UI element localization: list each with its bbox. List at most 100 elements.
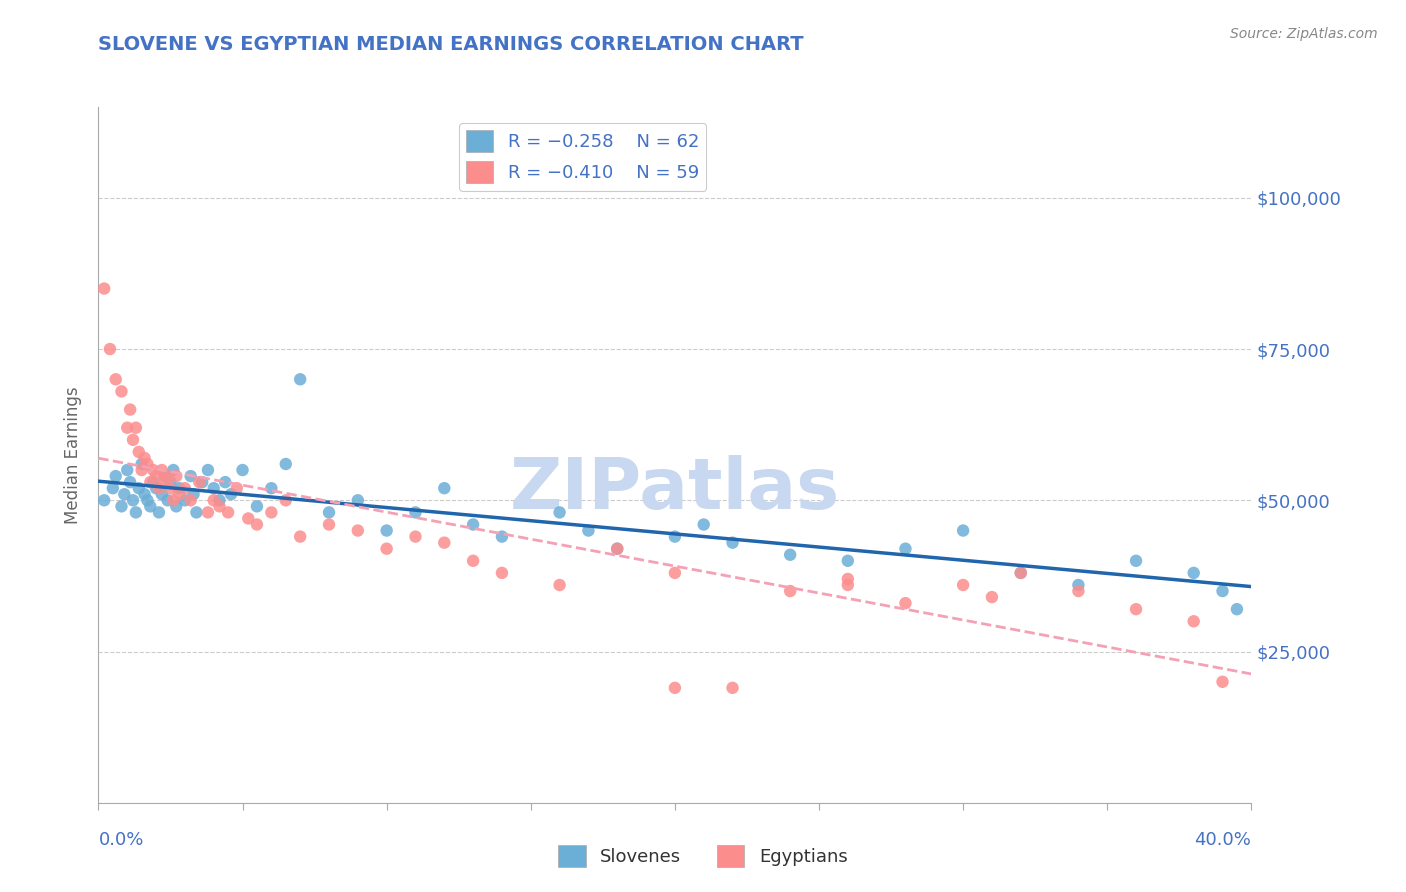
Point <box>1067 578 1090 592</box>
Point <box>131 457 153 471</box>
Point <box>174 481 197 495</box>
Point <box>1067 584 1090 599</box>
Point <box>125 420 148 434</box>
Point <box>433 481 456 495</box>
Point <box>346 524 368 538</box>
Point <box>134 450 156 465</box>
Point <box>219 487 242 501</box>
Point <box>150 487 173 501</box>
Point <box>1212 584 1234 599</box>
Point <box>981 590 1004 604</box>
Point <box>375 524 398 538</box>
Point <box>1182 566 1205 580</box>
Point <box>167 487 190 501</box>
Point <box>1010 566 1032 580</box>
Point <box>167 481 190 495</box>
Point <box>186 505 208 519</box>
Point <box>112 487 135 501</box>
Point <box>491 566 513 580</box>
Point <box>274 457 297 471</box>
Point <box>405 530 427 544</box>
Point <box>180 469 202 483</box>
Point <box>208 500 231 514</box>
Text: Source: ZipAtlas.com: Source: ZipAtlas.com <box>1230 27 1378 41</box>
Point <box>145 469 167 483</box>
Point <box>142 475 165 490</box>
Point <box>1212 674 1234 689</box>
Point <box>153 469 176 483</box>
Point <box>145 481 167 495</box>
Point <box>159 481 181 495</box>
Point <box>148 505 170 519</box>
Point <box>1182 615 1205 629</box>
Point <box>461 554 484 568</box>
Point <box>1125 554 1147 568</box>
Point <box>837 572 859 586</box>
Point <box>1226 602 1249 616</box>
Point <box>202 493 225 508</box>
Point <box>664 566 686 580</box>
Point <box>837 554 859 568</box>
Point <box>134 487 156 501</box>
Point <box>148 481 170 495</box>
Point <box>188 475 211 490</box>
Point <box>110 384 132 399</box>
Point <box>779 584 801 599</box>
Point <box>101 481 124 495</box>
Point <box>952 524 974 538</box>
Point <box>165 469 187 483</box>
Point <box>1010 566 1032 580</box>
Point <box>433 535 456 549</box>
Point <box>721 681 744 695</box>
Point <box>174 493 197 508</box>
Point <box>346 493 368 508</box>
Point <box>120 402 142 417</box>
Point <box>318 505 340 519</box>
Point <box>104 469 127 483</box>
Point <box>246 500 269 514</box>
Point <box>122 433 145 447</box>
Point <box>721 535 744 549</box>
Point <box>405 505 427 519</box>
Point <box>290 372 312 386</box>
Point <box>318 517 340 532</box>
Point <box>117 463 139 477</box>
Legend: R = −0.258    N = 62, R = −0.410    N = 59: R = −0.258 N = 62, R = −0.410 N = 59 <box>458 123 706 191</box>
Point <box>202 481 225 495</box>
Point <box>548 578 571 592</box>
Point <box>779 548 801 562</box>
Point <box>225 481 247 495</box>
Point <box>260 505 283 519</box>
Point <box>117 420 139 434</box>
Point <box>165 500 187 514</box>
Point <box>208 493 231 508</box>
Point <box>952 578 974 592</box>
Point <box>491 530 513 544</box>
Point <box>153 475 176 490</box>
Point <box>217 505 239 519</box>
Y-axis label: Median Earnings: Median Earnings <box>65 386 83 524</box>
Point <box>693 517 716 532</box>
Point <box>606 541 628 556</box>
Point <box>131 463 153 477</box>
Point <box>260 481 283 495</box>
Point <box>214 475 236 490</box>
Text: ZIPatlas: ZIPatlas <box>510 455 839 524</box>
Point <box>162 493 184 508</box>
Point <box>375 541 398 556</box>
Point <box>98 342 121 356</box>
Point <box>894 596 917 610</box>
Point <box>128 481 150 495</box>
Point <box>238 511 260 525</box>
Point <box>150 463 173 477</box>
Point <box>290 530 312 544</box>
Point <box>274 493 297 508</box>
Point <box>120 475 142 490</box>
Point <box>122 493 145 508</box>
Point <box>162 463 184 477</box>
Legend: Slovenes, Egyptians: Slovenes, Egyptians <box>551 838 855 874</box>
Point <box>246 517 269 532</box>
Point <box>104 372 127 386</box>
Point <box>139 500 162 514</box>
Point <box>606 541 628 556</box>
